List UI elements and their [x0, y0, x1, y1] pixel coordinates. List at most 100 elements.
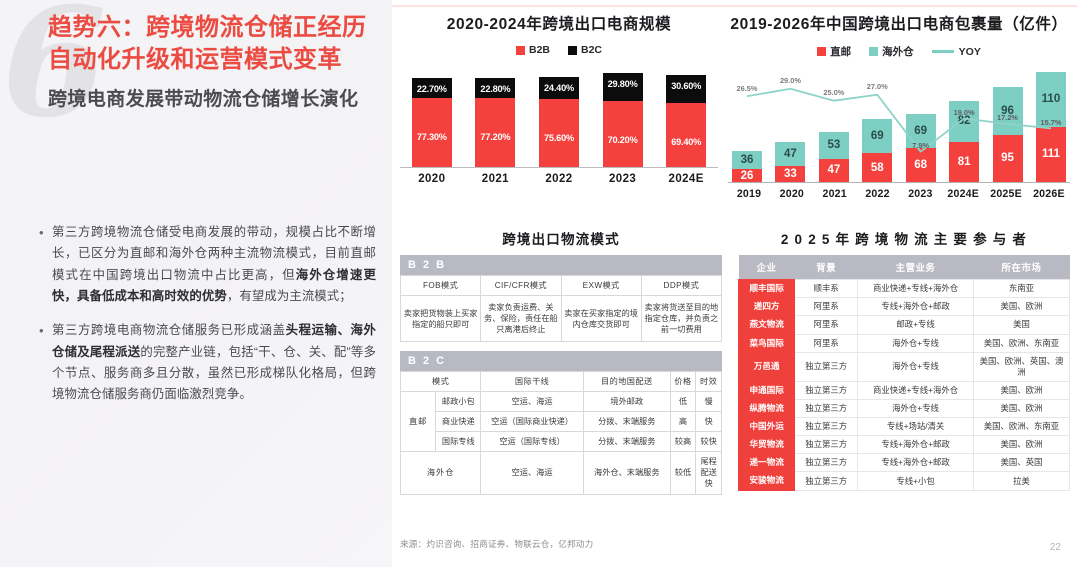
business-cell: 专线+场站/清关 — [857, 416, 974, 437]
bar-segment-direct: 111 — [1035, 126, 1066, 182]
participants-header-cell: 主营业务 — [857, 255, 974, 280]
table-row: 顺丰国际 顺丰系 商业快递+专线+海外仓 东南亚 — [737, 278, 1071, 299]
chart2-tick: 2020 — [779, 188, 805, 200]
background-cell: 独立第三方 — [794, 398, 859, 418]
yoy-label: 19.0% — [953, 108, 975, 117]
b2b-cell: 卖家把货物装上买家指定的船只即可 — [399, 295, 482, 343]
chart1-legend-item: B2C — [568, 44, 602, 56]
b2c-cell-price: 低 — [669, 391, 697, 413]
company-cell: 纵腾物流 — [737, 398, 796, 418]
b2c-cell-line: 空运、海运 — [480, 391, 584, 413]
b2b-header-cell: EXW模式 — [560, 274, 642, 297]
b2c-cell-delivery: 分拨、末端服务 — [582, 431, 671, 453]
legend-swatch — [869, 47, 879, 56]
bar-label-b2b: 77.20% — [480, 132, 511, 143]
participants-header-cell: 所在市场 — [973, 255, 1070, 280]
b2c-header-cell: 目的地国配送 — [582, 371, 671, 393]
table-row: 安骏物流 独立第三方 专线+小包 拉美 — [737, 471, 1071, 491]
b2c-cell-delivery: 境外邮政 — [582, 391, 671, 413]
b2c-cell-line: 空运、海运 — [480, 451, 584, 495]
bar-segment-b2c: 22.70% — [411, 78, 452, 99]
b2c-cell-line: 空运（国际专线） — [480, 431, 584, 453]
table-row: 商业快递 空运（国际商业快递） 分拨、末端服务高快 — [401, 411, 722, 433]
market-cell: 美国、欧洲 — [972, 380, 1071, 400]
background-cell: 独立第三方 — [794, 416, 859, 437]
background-cell: 独立第三方 — [794, 351, 859, 382]
b2c-cell-delivery: 分拨、末端服务 — [582, 411, 671, 433]
market-cell: 美国 — [972, 315, 1071, 335]
chart1-tick: 2020 — [418, 173, 446, 185]
b2c-group-label: 海外仓 — [399, 451, 482, 495]
bar-segment-direct: 26 — [732, 169, 762, 182]
market-cell: 美国、欧洲 — [972, 435, 1071, 455]
chart2-plot: 36 26 47 33 53 47 69 58 69 68 82 81 96 95 110 111 26.5%… — [728, 65, 1070, 183]
table-row: 递一物流 独立第三方 专线+海外仓+邮政 美国、英国 — [737, 453, 1071, 473]
business-cell: 专线+海外仓+邮政 — [857, 453, 974, 473]
bar-segment-overseas: 69 — [905, 113, 936, 148]
business-cell: 专线+小包 — [857, 471, 974, 491]
bar-label-b2b: 70.20% — [607, 135, 638, 146]
bar-segment-b2b: 77.30% — [411, 98, 452, 167]
bar-segment-overseas: 47 — [775, 142, 806, 166]
table-row: 30.60% 69.40% — [666, 75, 707, 167]
b2c-mode-cell: 商业快递 — [435, 411, 482, 433]
company-cell: 递一物流 — [737, 453, 796, 473]
b2c-cell-line: 空运（国际商业快递） — [480, 411, 584, 433]
chart2-tick: 2023 — [908, 188, 933, 200]
bar-segment-b2c: 30.60% — [666, 75, 707, 104]
legend-label: 直邮 — [830, 46, 852, 58]
table-row: 29.80% 70.20% — [602, 73, 643, 167]
bar-segment-b2b: 77.20% — [475, 98, 516, 167]
bar-segment-b2c: 29.80% — [602, 73, 643, 102]
logistics-mode-title: 跨境出口物流模式 — [502, 232, 620, 247]
chart-parcel-volume: 2019-2026年中国跨境出口电商包裹量（亿件） 直邮 海外仓 YOY 36 26 4… — [728, 12, 1070, 200]
bullet-marker: • — [39, 323, 44, 339]
chart2-legend-item: 海外仓 — [869, 44, 914, 59]
b2b-cell: 卖家负责运费、关务、保险，责任在船只离港后终止 — [480, 295, 562, 343]
chart1-tick: 2024E — [668, 173, 704, 185]
participants-title: 2 0 2 5 年 跨 境 物 流 主 要 参 与 者 — [780, 232, 1028, 247]
table-row: 纵腾物流 独立第三方 海外仓+专线 美国、欧洲 — [737, 398, 1071, 418]
bar-label-b2b: 75.60% — [544, 132, 574, 143]
legend-label: YOY — [958, 45, 981, 58]
b2b-header-cell: FOB模式 — [399, 274, 482, 297]
market-cell: 美国、欧洲、英国、澳洲 — [972, 351, 1071, 382]
chart2-tick: 2025E — [990, 188, 1022, 200]
bar-segment-b2b: 75.60% — [538, 98, 579, 167]
b2b-band: B 2 B — [400, 255, 722, 275]
bar-segment-direct: 95 — [992, 134, 1023, 182]
b2c-mode-cell: 国际专线 — [435, 431, 482, 453]
bullet-text: 第三方跨境物流仓储受电商发展的带动，规模占比不断增长，已区分为直邮和海外仓两种主… — [52, 225, 376, 303]
b2c-header-cell: 模式 — [399, 371, 482, 393]
bullet-marker: • — [39, 225, 44, 240]
background-cell: 独立第三方 — [794, 380, 859, 400]
company-cell: 万邑通 — [737, 351, 796, 382]
legend-swatch — [568, 45, 577, 55]
bar-label-b2b: 77.30% — [416, 132, 447, 143]
market-cell: 拉美 — [972, 471, 1071, 491]
participants-table: 2 0 2 5 年 跨 境 物 流 主 要 参 与 者 企业 背景 主营业务 所在市场… — [737, 228, 1071, 491]
b2b-header-cell: CIF/CFR模式 — [480, 274, 562, 297]
chart1-tick: 2021 — [481, 173, 509, 185]
business-cell: 专线+海外仓+邮政 — [857, 297, 974, 317]
bar-segment-overseas: 82 — [949, 100, 980, 142]
table-row: 22.80% 77.20% — [475, 78, 516, 167]
b2c-cell-price: 较低 — [669, 451, 697, 495]
b2c-header-cell: 价格 — [669, 371, 697, 393]
chart2-yoy-line — [728, 65, 1070, 182]
yoy-label: 15.7% — [1040, 117, 1062, 127]
market-cell: 美国、英国 — [972, 453, 1071, 473]
bar-segment-overseas: 53 — [818, 132, 849, 159]
b2c-band: B 2 C — [400, 351, 722, 372]
legend-swatch — [817, 47, 827, 56]
page-subtitle: 跨境电商发展带动物流仓储增长演化 — [48, 88, 359, 110]
table-row: 直邮 邮政小包 空运、海运 境外邮政低慢 — [399, 391, 722, 453]
chart1-legend-item: B2B — [515, 44, 550, 56]
chart2-tick: 2024E — [947, 188, 980, 200]
list-item: • 第三方跨境电商物流仓储服务已形成涵盖头程运输、海外仓储及尾程派送的完整产业链，… — [36, 320, 376, 405]
table-row: 69 58 — [862, 118, 893, 182]
legend-swatch — [515, 45, 525, 55]
bar-segment-b2c: 24.40% — [538, 77, 579, 99]
b2c-header-cell: 时效 — [695, 371, 722, 393]
chart1-x-axis: 2020 2021 2022 2023 2024E — [400, 173, 718, 185]
